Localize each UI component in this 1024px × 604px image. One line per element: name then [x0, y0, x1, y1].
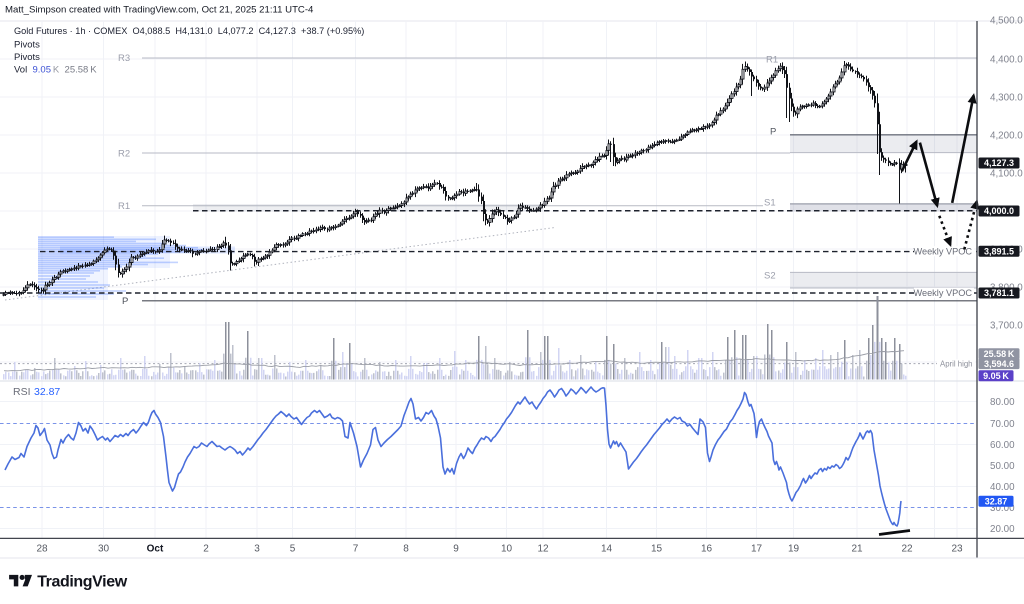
- svg-text:15: 15: [651, 544, 663, 555]
- svg-text:8: 8: [403, 544, 409, 555]
- svg-text:4,100.0: 4,100.0: [990, 168, 1023, 179]
- svg-text:2: 2: [203, 544, 209, 555]
- svg-text:19: 19: [788, 544, 800, 555]
- svg-text:RSI: RSI: [13, 386, 31, 398]
- svg-text:April high: April high: [940, 359, 973, 368]
- svg-text:3,700.0: 3,700.0: [990, 320, 1023, 331]
- svg-text:30.00: 30.00: [990, 503, 1015, 514]
- svg-text:28: 28: [36, 544, 48, 555]
- svg-text:4,200.0: 4,200.0: [990, 130, 1023, 141]
- svg-text:P: P: [770, 127, 776, 138]
- svg-text:R2: R2: [118, 148, 130, 159]
- svg-text:4,500.0: 4,500.0: [990, 15, 1023, 26]
- svg-text:Weekly VPOC: Weekly VPOC: [913, 247, 972, 257]
- svg-text:R1: R1: [118, 201, 130, 212]
- svg-text:16: 16: [701, 544, 713, 555]
- svg-text:3,891.5: 3,891.5: [984, 247, 1014, 257]
- svg-text:Pivots: Pivots: [14, 52, 40, 63]
- svg-text:25.58 K: 25.58 K: [984, 349, 1015, 359]
- svg-text:20.00: 20.00: [990, 524, 1015, 535]
- svg-text:P: P: [122, 296, 128, 307]
- svg-text:70.00: 70.00: [990, 419, 1015, 430]
- svg-text:Vol 9.05 K 25.58 K: Vol 9.05 K 25.58 K: [14, 64, 97, 75]
- svg-text:30: 30: [98, 544, 110, 555]
- svg-text:Weekly VPOC: Weekly VPOC: [913, 288, 972, 298]
- svg-text:21: 21: [851, 544, 863, 555]
- svg-text:Oct: Oct: [147, 544, 164, 555]
- svg-text:50.00: 50.00: [990, 461, 1015, 472]
- svg-text:7: 7: [353, 544, 359, 555]
- svg-text:10: 10: [501, 544, 513, 555]
- svg-text:9: 9: [453, 544, 459, 555]
- svg-text:Pivots: Pivots: [14, 40, 40, 51]
- svg-text:12: 12: [537, 544, 549, 555]
- svg-text:32.87: 32.87: [985, 497, 1008, 507]
- svg-text:9.05 K: 9.05 K: [983, 371, 1009, 381]
- svg-text:S2: S2: [764, 271, 776, 282]
- svg-text:TradingView: TradingView: [37, 574, 128, 591]
- svg-text:23: 23: [951, 544, 963, 555]
- svg-text:60.00: 60.00: [990, 440, 1015, 451]
- svg-text:40.00: 40.00: [990, 482, 1015, 493]
- svg-text:S1: S1: [764, 198, 776, 209]
- svg-text:32.87: 32.87: [34, 386, 60, 398]
- svg-text:22: 22: [901, 544, 913, 555]
- svg-text:R1: R1: [766, 54, 778, 65]
- svg-text:Matt_Simpson created with Trad: Matt_Simpson created with TradingView.co…: [5, 5, 314, 16]
- svg-text:4,300.0: 4,300.0: [990, 92, 1023, 103]
- svg-text:Gold Futures · 1h · COMEX O4,: Gold Futures · 1h · COMEX O4,088.5 H4,13…: [14, 26, 364, 36]
- svg-text:R3: R3: [118, 53, 130, 64]
- svg-text:3,594.6: 3,594.6: [984, 359, 1014, 369]
- svg-text:3: 3: [254, 544, 260, 555]
- svg-text:4,000.0: 4,000.0: [984, 206, 1014, 216]
- svg-text:14: 14: [601, 544, 613, 555]
- svg-text:5: 5: [290, 544, 296, 555]
- svg-text:4,400.0: 4,400.0: [990, 54, 1023, 65]
- svg-text:3,781.1: 3,781.1: [984, 288, 1014, 298]
- svg-text:17: 17: [751, 544, 763, 555]
- svg-text:80.00: 80.00: [990, 397, 1015, 408]
- svg-text:4,127.3: 4,127.3: [984, 158, 1014, 168]
